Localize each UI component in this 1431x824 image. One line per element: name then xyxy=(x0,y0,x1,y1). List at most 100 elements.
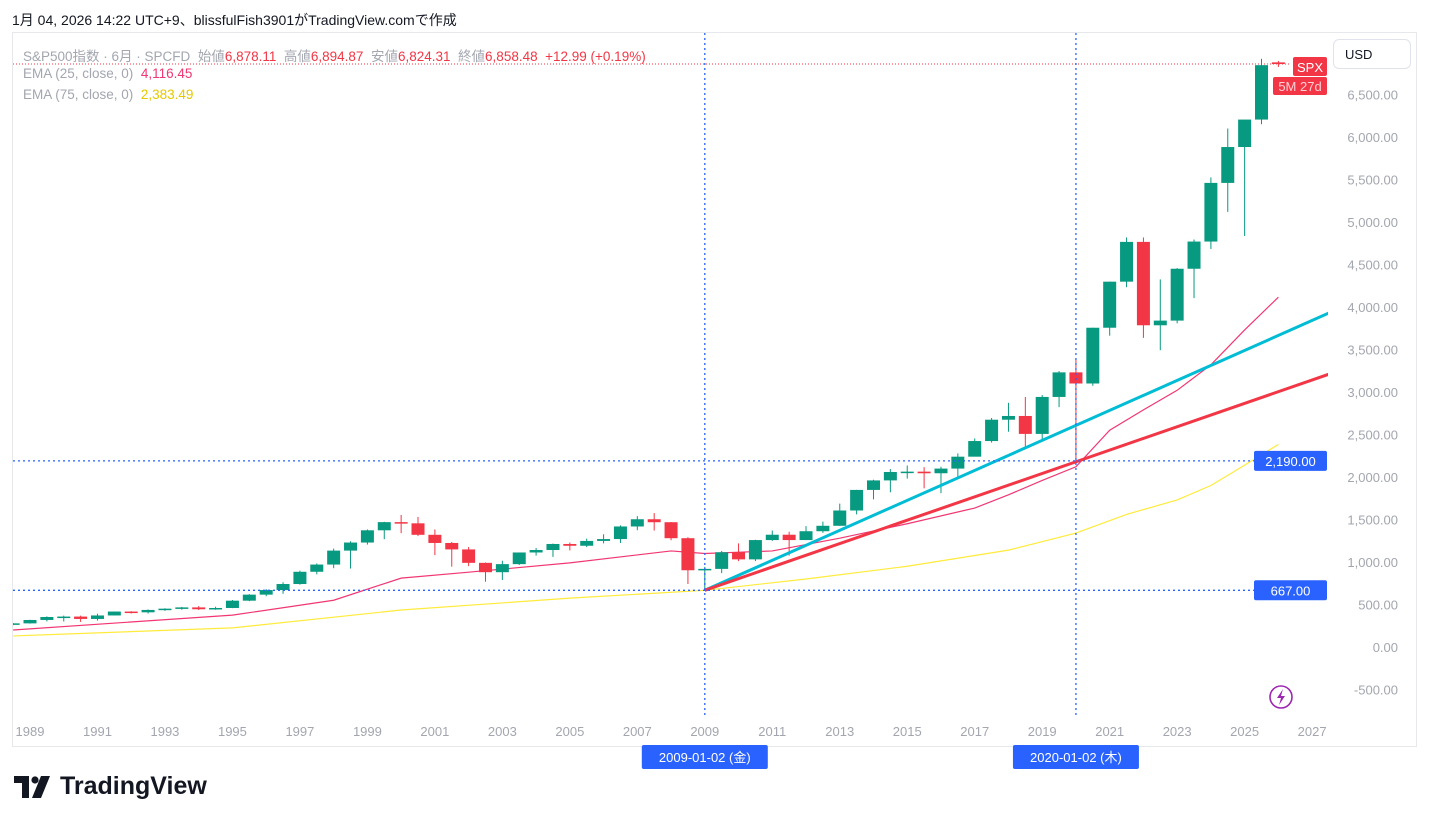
candle-up xyxy=(900,471,914,474)
price-tick-label: 6,500.00 xyxy=(1347,88,1398,103)
candle-up xyxy=(968,441,982,457)
close-value: 6,858.48 xyxy=(485,49,538,64)
candle-up xyxy=(934,468,948,474)
time-tick-label: 2021 xyxy=(1095,724,1124,739)
candle-down xyxy=(192,607,206,610)
candle-up xyxy=(175,607,189,609)
ohlc-legend: S&P500指数 · 6月 · SPCFD 始値6,878.11 高値6,894… xyxy=(23,45,646,65)
candle-up xyxy=(1086,327,1100,384)
candle-down xyxy=(782,534,796,541)
candle-up xyxy=(310,564,324,572)
candle-up xyxy=(293,571,307,585)
candle-down xyxy=(917,471,931,474)
candle-down xyxy=(1136,241,1150,326)
candle-up xyxy=(377,522,391,531)
ema75-legend[interactable]: EMA (75, close, 0) 2,383.49 xyxy=(23,87,193,102)
low-value: 6,824.31 xyxy=(397,49,451,64)
candle-up xyxy=(1052,372,1066,397)
candle-up xyxy=(597,539,611,541)
plot-area xyxy=(13,58,1328,637)
ema25-line xyxy=(13,296,1279,631)
price-tick-label: 500.00 xyxy=(1358,598,1398,613)
price-tick-label: 1,500.00 xyxy=(1347,513,1398,528)
candle-up xyxy=(1187,241,1201,269)
candle-down xyxy=(1271,62,1285,65)
time-tick-label: 1991 xyxy=(83,724,112,739)
price-tick-label: 5,000.00 xyxy=(1347,215,1398,230)
candle-up xyxy=(40,616,54,620)
time-tick-label: 1995 xyxy=(218,724,247,739)
symbol-name[interactable]: S&P500指数 · 6月 · SPCFD xyxy=(23,49,191,64)
ema25-label: EMA (25, close, 0) xyxy=(23,66,134,81)
ema75-value: 2,383.49 xyxy=(140,87,194,102)
candle-up xyxy=(141,609,155,613)
candle-up xyxy=(630,519,644,527)
time-tick-label: 2017 xyxy=(960,724,989,739)
trend-line xyxy=(704,311,1328,592)
price-tick-label: 2,000.00 xyxy=(1347,470,1398,485)
crosshair-date-badge xyxy=(641,745,768,769)
candle-down xyxy=(74,616,88,619)
low-label: 安値 xyxy=(370,49,398,64)
candle-up xyxy=(546,543,560,551)
candle-up xyxy=(90,615,104,619)
candle-up xyxy=(242,594,256,601)
candle-up xyxy=(951,456,965,469)
candle-up xyxy=(715,552,729,569)
brand-name: TradingView xyxy=(60,772,207,800)
change-value: +12.99 (+0.19%) xyxy=(545,49,646,64)
time-tick-label: 2005 xyxy=(555,724,584,739)
candle-down xyxy=(1069,372,1083,384)
candle-up xyxy=(1204,182,1218,242)
candle-up xyxy=(1170,268,1184,321)
candle-up xyxy=(850,489,864,511)
candle-up xyxy=(209,607,223,610)
symbol-tag-label: SPX xyxy=(1297,60,1323,75)
candle-down xyxy=(681,538,695,571)
candle-down xyxy=(478,562,492,573)
close-label: 終値 xyxy=(458,49,486,64)
candle-down xyxy=(445,542,459,550)
price-tick-label: 5,500.00 xyxy=(1347,173,1398,188)
tradingview-logo[interactable]: TradingView xyxy=(14,772,207,801)
candle-up xyxy=(1238,119,1252,148)
candle-up xyxy=(1153,320,1167,326)
time-tick-label: 2007 xyxy=(623,724,652,739)
price-tick-label: 2,500.00 xyxy=(1347,428,1398,443)
ema25-legend[interactable]: EMA (25, close, 0) 4,116.45 xyxy=(23,66,192,81)
candle-up xyxy=(1255,65,1269,120)
candle-up xyxy=(833,510,847,526)
time-tick-label: 1993 xyxy=(150,724,179,739)
time-tick-label: 2015 xyxy=(893,724,922,739)
time-tick-label: 1999 xyxy=(353,724,382,739)
candle-up xyxy=(1103,281,1117,328)
crosshair-price-label: 667.00 xyxy=(1271,583,1311,598)
candle-down xyxy=(1018,415,1032,434)
candle-up xyxy=(1001,415,1015,420)
time-tick-label: 2019 xyxy=(1028,724,1057,739)
candle-up xyxy=(883,471,897,481)
candle-up xyxy=(158,608,172,611)
candle-up xyxy=(13,623,20,625)
candle-up xyxy=(276,584,290,591)
candle-up xyxy=(23,619,37,624)
price-tick-label: -500.00 xyxy=(1354,683,1398,698)
candle-up xyxy=(985,419,999,442)
candle-up xyxy=(495,564,509,573)
candle-up xyxy=(613,526,627,540)
candle-down xyxy=(124,611,138,614)
symbol-price-tag xyxy=(1293,57,1327,76)
candle-down xyxy=(732,552,746,560)
price-tick-label: 3,500.00 xyxy=(1347,343,1398,358)
open-value: 6,878.11 xyxy=(224,49,277,64)
time-tick-label: 1989 xyxy=(16,724,45,739)
lightning-icon[interactable] xyxy=(1269,685,1293,709)
ema75-line xyxy=(13,443,1279,637)
candle-up xyxy=(816,525,830,532)
time-tick-label: 2013 xyxy=(825,724,854,739)
currency-button[interactable]: USD xyxy=(1333,39,1411,69)
price-tick-label: 6,000.00 xyxy=(1347,130,1398,145)
price-tick-label: 3,000.00 xyxy=(1347,385,1398,400)
candle-up xyxy=(344,542,358,551)
